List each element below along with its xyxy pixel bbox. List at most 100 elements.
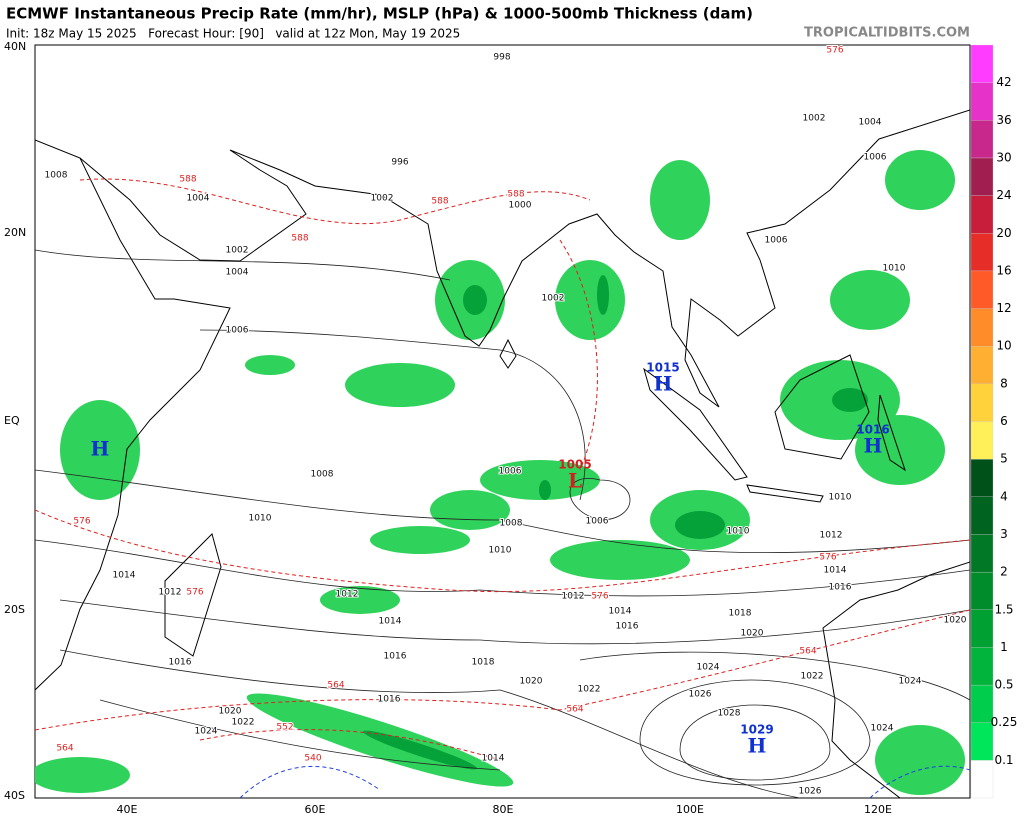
cold-thickness-lines — [239, 765, 970, 798]
colorbar-label: 24 — [996, 188, 1011, 202]
colorbar-label: 1.5 — [994, 602, 1013, 616]
center-letter: L — [568, 469, 582, 493]
colorbar-swatch — [970, 571, 994, 610]
colorbar-swatch — [970, 44, 994, 83]
colorbar-label: 5 — [1000, 452, 1008, 466]
colorbar-label: 6 — [1000, 414, 1008, 428]
colorbar-label: 2 — [1000, 565, 1008, 579]
colorbar-label: 30 — [996, 150, 1011, 164]
colorbar-swatch — [970, 458, 994, 497]
isobar-label: 1018 — [729, 609, 752, 619]
colorbar-label: 8 — [1000, 376, 1008, 390]
isobar-label: 1012 — [159, 588, 182, 598]
isobar-label: 1016 — [616, 622, 639, 632]
isobar-label: 1024 — [697, 663, 720, 673]
latitude-label: 40S — [4, 789, 25, 802]
thickness-label: 564 — [566, 705, 583, 715]
isobar-label: 1024 — [871, 724, 894, 734]
isobar-label: 1012 — [820, 531, 843, 541]
center-value: 1015 — [646, 361, 679, 375]
colorbar-label: 42 — [996, 75, 1011, 89]
thickness-label: 576 — [73, 517, 90, 527]
coastlines — [35, 109, 970, 798]
colorbar-swatch — [970, 647, 994, 686]
isobar-label: 1006 — [765, 236, 788, 246]
isobar-label: 1026 — [689, 690, 712, 700]
thickness-label: 588 — [179, 175, 196, 185]
thickness-label: 588 — [431, 197, 448, 207]
colorbar-swatch — [970, 157, 994, 196]
isobar-label: 1006 — [226, 326, 249, 336]
center-value: 1029 — [740, 723, 773, 737]
isobar-label: 1008 — [45, 171, 68, 181]
thickness-label: 564 — [799, 647, 816, 657]
heavier-precip — [362, 275, 868, 770]
longitude-label: 120E — [864, 803, 892, 816]
isobar-label: 1016 — [378, 695, 401, 705]
isobar-label: 1004 — [859, 118, 882, 128]
colorbar-swatch — [970, 383, 994, 422]
colorbar-swatch — [970, 346, 994, 385]
colorbar-swatch — [970, 270, 994, 309]
isobar-label: 1020 — [944, 616, 967, 626]
colorbar-label: 0.1 — [994, 753, 1013, 767]
colorbar-label: 36 — [996, 113, 1011, 127]
thickness-label: 576 — [826, 46, 843, 56]
latitude-label: 20N — [4, 226, 26, 239]
thickness-label: 588 — [507, 190, 524, 200]
isobar-label: 998 — [493, 53, 510, 63]
colorbar-label: 0.25 — [991, 715, 1018, 729]
isobar-label: 1016 — [384, 652, 407, 662]
isobar-label: 1020 — [741, 629, 764, 639]
colorbar-label: 12 — [996, 301, 1011, 315]
thickness-label: 576 — [819, 553, 836, 563]
isobar-label: 1000 — [509, 201, 532, 211]
thickness-label: 540 — [304, 754, 321, 764]
thickness-label: 576 — [591, 592, 608, 602]
isobar-label: 1010 — [883, 264, 906, 274]
map-subtitle: Init: 18z May 15 2025 Forecast Hour: [90… — [6, 27, 460, 41]
colorbar-swatch — [970, 609, 994, 648]
isobar-label: 1016 — [829, 583, 852, 593]
isobar-label: 1008 — [311, 470, 334, 480]
longitude-label: 80E — [493, 803, 514, 816]
center-value: 1016 — [856, 423, 889, 437]
isobar-label: 1006 — [499, 467, 522, 477]
colorbar-label: 16 — [996, 263, 1011, 277]
colorbar-swatch — [970, 233, 994, 272]
isobar-label: 1022 — [232, 718, 255, 728]
isobar-label: 1010 — [249, 514, 272, 524]
isobar-label: 1002 — [371, 194, 394, 204]
thickness-label: 564 — [327, 681, 344, 691]
isobar-label: 1002 — [226, 246, 249, 256]
center-letter: H — [748, 734, 767, 758]
colorbar-swatch — [970, 195, 994, 234]
colorbar-label: 10 — [996, 339, 1011, 353]
isobar-label: 1010 — [727, 527, 750, 537]
isobar-label: 1014 — [113, 571, 136, 581]
isobars — [35, 249, 970, 798]
isobar-label: 1024 — [899, 677, 922, 687]
isobar-label: 1014 — [609, 607, 632, 617]
isobar-label: 1020 — [219, 707, 242, 717]
thickness-label: 552 — [276, 723, 293, 733]
isobar-label: 1006 — [864, 153, 887, 163]
longitude-label: 40E — [117, 803, 138, 816]
colorbar-swatch — [970, 82, 994, 121]
isobar-label: 1008 — [500, 519, 523, 529]
isobar-label: 1010 — [489, 546, 512, 556]
isobar-label: 1016 — [169, 658, 192, 668]
isobar-label: 1010 — [829, 493, 852, 503]
isobar-label: 1002 — [542, 294, 565, 304]
center-letter: H — [654, 372, 673, 396]
map-title: ECMWF Instantaneous Precip Rate (mm/hr),… — [6, 5, 753, 23]
longitude-label: 60E — [305, 803, 326, 816]
thickness-label: 576 — [186, 588, 203, 598]
isobar-label: 1012 — [562, 592, 585, 602]
colorbar-swatch — [970, 496, 994, 535]
isobar-label: 1014 — [482, 754, 505, 764]
isobar-label: 1022 — [578, 685, 601, 695]
latitude-label: EQ — [4, 414, 20, 427]
colorbar-swatch — [970, 760, 994, 799]
